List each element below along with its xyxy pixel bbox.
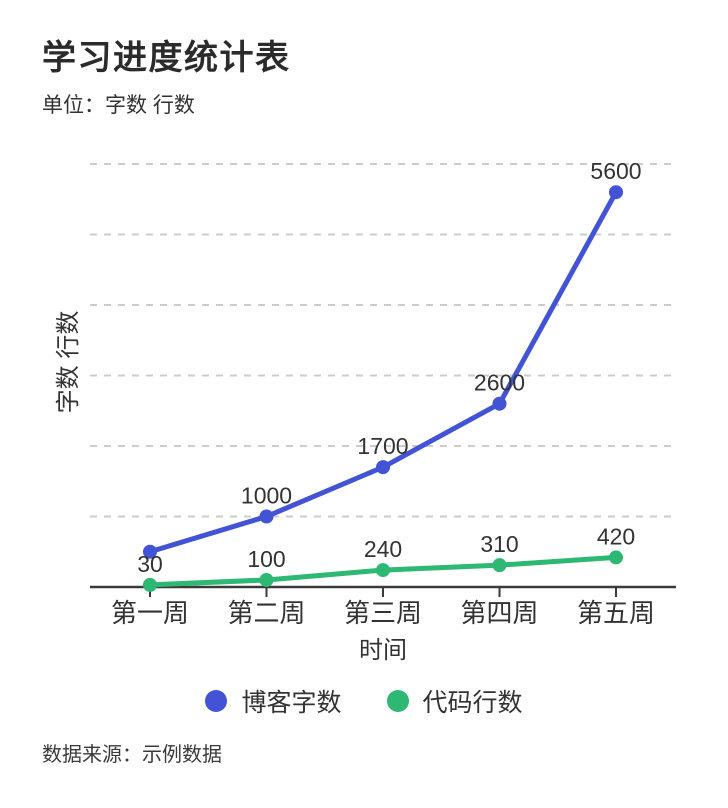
data-label: 310 [480,531,518,557]
data-point [492,396,507,411]
legend-dot-icon [205,690,228,712]
y-axis-title: 字数 行数 [55,311,82,414]
data-point [259,509,274,524]
data-point [259,572,274,587]
x-tick-label: 第二周 [227,598,305,628]
data-point [609,185,623,200]
x-tick-label: 第五周 [577,598,655,628]
legend: 博客字数 代码行数 [0,683,728,719]
series-line-0 [147,189,619,555]
x-tick-label: 第三周 [344,598,422,628]
legend-item-code-lines[interactable]: 代码行数 [386,683,523,719]
data-label: 2600 [474,370,525,396]
x-axis-title: 时间 [359,637,407,664]
unit-subtitle: 单位：字数 行数 [42,94,195,117]
data-point [376,460,390,475]
data-label: 5600 [590,158,641,184]
page-title: 学习进度统计表 [42,39,291,77]
legend-dot-icon [386,690,409,712]
data-label: 1000 [241,483,292,509]
data-point [376,563,390,578]
data-label: 100 [247,546,285,572]
data-point [143,577,157,592]
data-label: 420 [597,523,635,549]
data-point [609,550,623,565]
data-source-note: 数据来源：示例数据 [42,744,222,766]
legend-label: 博客字数 [241,689,342,717]
x-tick-label: 第一周 [111,598,189,628]
data-point [492,558,507,573]
data-label: 240 [364,536,402,562]
data-point [143,544,157,559]
data-label: 1700 [357,433,408,459]
data-label: 30 [137,551,163,577]
x-tick-label: 第四周 [460,598,538,628]
legend-item-blog-words[interactable]: 博客字数 [205,683,342,719]
legend-label: 代码行数 [422,689,523,717]
